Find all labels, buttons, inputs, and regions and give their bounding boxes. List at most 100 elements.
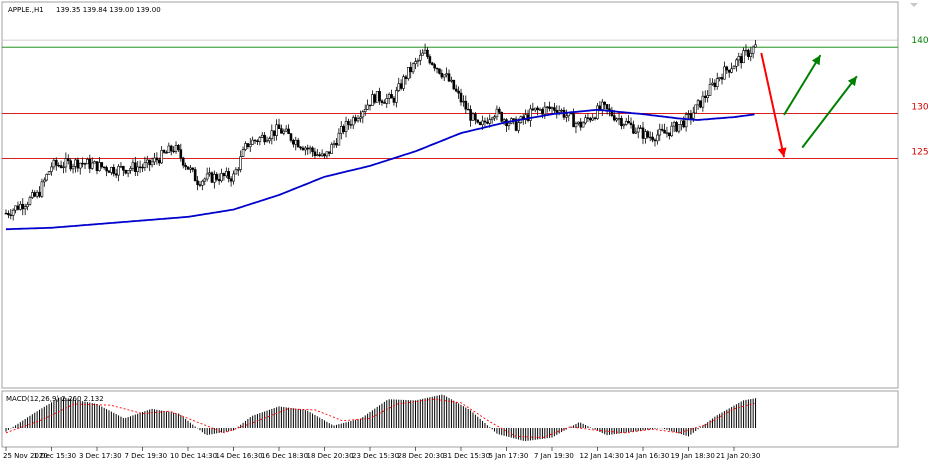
candle-body xyxy=(373,94,377,103)
candle-body xyxy=(375,91,379,103)
candle-body xyxy=(9,214,13,216)
macd-histogram xyxy=(5,394,757,442)
candle-body xyxy=(462,100,465,103)
candle-body xyxy=(385,98,389,104)
candle-body xyxy=(627,120,630,124)
candle-body xyxy=(64,158,68,168)
candle-body xyxy=(14,205,17,211)
candle-body xyxy=(498,108,501,113)
candle-body xyxy=(694,104,697,114)
x-tick-label: 12 Jan 14:30 xyxy=(580,452,624,460)
candle-body xyxy=(632,124,635,134)
candle-body xyxy=(88,159,92,169)
candle-body xyxy=(167,145,171,153)
candle-body xyxy=(754,44,757,48)
candle-body xyxy=(95,161,99,172)
candle-body xyxy=(481,120,484,125)
x-tick-label: 14 Dec 16:30 xyxy=(216,452,263,460)
ohlc-readout: 139.35 139.84 139.00 139.00 xyxy=(56,6,161,14)
candle-body xyxy=(514,118,518,131)
candle-body xyxy=(114,173,118,176)
candle-body xyxy=(136,166,140,172)
candle-body xyxy=(191,167,195,170)
level-label-2: 125 xyxy=(911,148,928,158)
candle-body xyxy=(208,172,211,175)
candle-body xyxy=(438,68,441,74)
candle-body xyxy=(615,118,618,121)
candle-body xyxy=(404,76,408,79)
candle-body xyxy=(181,157,185,166)
candle-body xyxy=(225,171,228,177)
candle-body xyxy=(62,166,65,169)
candle-body xyxy=(153,157,156,163)
candle-body xyxy=(222,173,226,177)
candle-body xyxy=(172,150,175,153)
candle-body xyxy=(478,121,482,125)
candle-body xyxy=(749,52,753,57)
candle-body xyxy=(141,166,144,169)
candle-body xyxy=(493,116,496,119)
arrow-head-0 xyxy=(777,147,787,158)
candle-body xyxy=(69,160,72,170)
candle-body xyxy=(430,62,434,65)
candle-body xyxy=(363,109,367,112)
candle-body xyxy=(409,66,413,73)
candle-body xyxy=(272,130,276,136)
candle-body xyxy=(28,197,32,205)
candle-body xyxy=(361,111,365,118)
moving-average xyxy=(6,108,755,231)
candle-body xyxy=(735,59,738,67)
candle-body xyxy=(550,107,554,109)
candle-body xyxy=(220,173,223,182)
candle-body xyxy=(232,173,235,182)
candle-body xyxy=(529,108,532,121)
candle-body xyxy=(217,179,221,182)
candle-body xyxy=(311,147,314,153)
candle-body xyxy=(50,166,53,172)
candle-body xyxy=(213,174,216,183)
candle-body xyxy=(737,56,741,61)
level-label-1: 130 xyxy=(911,102,928,112)
candle-body xyxy=(7,213,10,216)
candle-body xyxy=(98,162,101,172)
candle-body xyxy=(21,203,25,210)
candle-body xyxy=(416,60,420,62)
x-tick-label: 23 Dec 15:30 xyxy=(352,452,399,460)
candle-body xyxy=(296,139,300,148)
candle-body xyxy=(596,105,599,119)
candle-body xyxy=(536,107,539,111)
candle-body xyxy=(265,140,269,143)
candle-body xyxy=(186,166,190,170)
candle-body xyxy=(418,54,422,61)
candle-body xyxy=(447,73,451,82)
candle-body xyxy=(304,147,307,151)
candle-body xyxy=(313,151,317,156)
candle-body xyxy=(268,138,271,142)
candle-body xyxy=(555,110,559,113)
candle-body xyxy=(744,49,748,52)
moving-average-line xyxy=(6,108,755,231)
candle-body xyxy=(31,192,34,198)
candle-body xyxy=(289,133,293,141)
candle-body xyxy=(174,145,178,152)
candle-body xyxy=(450,79,453,82)
candle-body xyxy=(553,107,556,111)
candle-body xyxy=(292,140,295,145)
candle-body xyxy=(263,134,266,143)
candle-body xyxy=(486,121,489,124)
x-tick-label: 28 Dec 20:30 xyxy=(398,452,445,460)
candle-body xyxy=(531,108,535,111)
candle-body xyxy=(591,117,595,121)
candle-body xyxy=(538,109,542,111)
candle-body xyxy=(270,130,274,139)
candle-body xyxy=(725,66,729,71)
candle-body xyxy=(205,173,209,180)
candle-body xyxy=(282,130,286,134)
candle-body xyxy=(165,152,168,154)
candle-body xyxy=(258,137,262,142)
candle-body xyxy=(533,107,537,111)
candle-body xyxy=(397,83,401,91)
candle-body xyxy=(119,166,123,168)
